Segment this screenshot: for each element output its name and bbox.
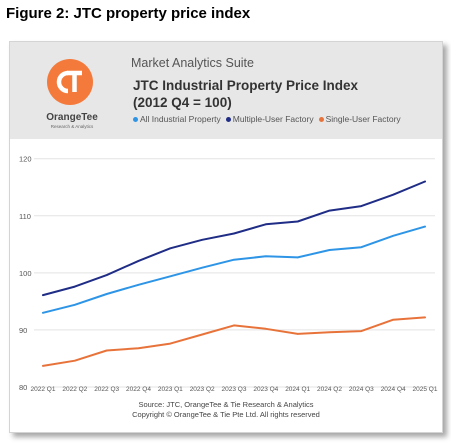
- series-1-point-3: [137, 260, 140, 262]
- chart-footer: Source: JTC, OrangeTee & Tie Research & …: [10, 400, 442, 420]
- x-tick-label-9: 2024 Q2: [317, 386, 342, 393]
- series-1-point-4: [169, 247, 172, 250]
- series-2-point-4: [169, 342, 172, 345]
- legend-item-0: All Industrial Property: [133, 114, 221, 124]
- series-0-point-2: [105, 293, 108, 295]
- legend-label-2: Single-User Factory: [325, 114, 401, 124]
- series-2-point-0: [42, 365, 44, 367]
- y-tick-label-2: 100: [19, 269, 32, 278]
- series-line-1: [42, 180, 426, 297]
- line-chart-plot: 80 90 100 110 120 2022 Q1 2022 Q2 2022 Q3 2022 Q…: [19, 155, 438, 393]
- series-line-0: [42, 225, 426, 314]
- y-tick-label-3: 110: [19, 212, 31, 221]
- legend-item-2: Single-User Factory: [318, 114, 401, 124]
- legend-marker-1: [225, 116, 231, 122]
- x-tick-label-5: 2023 Q2: [190, 386, 215, 393]
- series-2-point-12: [424, 316, 426, 319]
- series-0-point-1: [74, 304, 76, 306]
- x-tick-label-2: 2022 Q3: [94, 386, 119, 393]
- source-note: Source: JTC, OrangeTee & Tie Research & …: [138, 400, 314, 409]
- series-2-point-7: [265, 327, 267, 330]
- series-2-point-3: [137, 347, 140, 349]
- series-2-point-6: [233, 324, 235, 327]
- logo-brand-text: OrangeTee: [46, 112, 98, 123]
- legend-label-0: All Industrial Property: [140, 114, 221, 124]
- series-2-point-5: [201, 333, 203, 336]
- orangetee-logo-icon: [47, 59, 93, 105]
- series-1-point-6: [233, 232, 235, 235]
- y-tick-label-4: 120: [19, 155, 32, 164]
- figure-title: Figure 2: JTC property price index: [6, 5, 251, 22]
- series-0-point-12: [424, 225, 426, 228]
- series-2-point-10: [360, 330, 363, 332]
- series-0-point-0: [42, 312, 44, 314]
- x-tick-label-4: 2023 Q1: [158, 386, 183, 393]
- legend-marker-2: [318, 116, 324, 122]
- series-2-point-1: [74, 359, 76, 362]
- series-0-point-8: [296, 256, 299, 259]
- chart-title-line1: JTC Industrial Property Price Index: [133, 78, 359, 93]
- x-tick-label-3: 2022 Q4: [126, 386, 151, 393]
- series-1-point-2: [105, 274, 108, 276]
- chart-header: OrangeTee Research & Analytics Market An…: [10, 42, 442, 139]
- legend-marker-0: [133, 116, 138, 122]
- series-1-point-8: [296, 220, 299, 223]
- series-2-point-11: [392, 318, 394, 321]
- x-tick-label-0: 2022 Q1: [31, 386, 56, 393]
- chart-title-line2: (2012 Q4 = 100): [133, 95, 232, 110]
- x-tick-label-11: 2024 Q4: [381, 386, 406, 393]
- suite-name: Market Analytics Suite: [131, 56, 254, 70]
- series-1-point-0: [42, 294, 44, 296]
- series-1-point-5: [201, 238, 203, 241]
- series-0-point-6: [233, 258, 235, 261]
- y-tick-label-1: 90: [19, 326, 27, 335]
- series-1-point-1: [74, 285, 76, 288]
- legend-label-1: Multiple-User Factory: [232, 114, 314, 124]
- series-2-point-2: [105, 349, 108, 352]
- x-tick-label-7: 2023 Q4: [253, 386, 278, 393]
- logo-subtext: Research & Analytics: [50, 124, 94, 129]
- series-2-point-8: [296, 333, 299, 335]
- x-tick-label-12: 2025 Q1: [413, 386, 438, 393]
- series-1-point-12: [424, 180, 426, 183]
- chart-legend: All Industrial Property Multiple-User Fac…: [133, 114, 406, 124]
- chart-title: JTC Industrial Property Price Index (201…: [133, 77, 358, 111]
- series-0-point-10: [360, 246, 363, 248]
- series-1-point-9: [328, 209, 331, 212]
- series-0-point-4: [169, 275, 172, 278]
- x-tick-label-1: 2022 Q2: [62, 386, 87, 393]
- chart-card: OrangeTee Research & Analytics Market An…: [9, 41, 443, 433]
- series-1-point-11: [392, 193, 394, 196]
- y-tick-label-0: 80: [19, 383, 27, 392]
- series-0-point-7: [265, 255, 267, 258]
- series-0-point-11: [392, 234, 394, 237]
- series-1-point-7: [265, 223, 267, 226]
- copyright-note: Copyright © OrangeTee & Tie Pte Ltd. All…: [132, 410, 320, 419]
- x-tick-label-6: 2023 Q3: [222, 386, 247, 393]
- x-tick-label-10: 2024 Q3: [349, 386, 374, 393]
- series-1-point-10: [360, 205, 363, 207]
- series-0-point-3: [137, 284, 140, 286]
- series-0-point-9: [328, 249, 331, 251]
- x-tick-label-8: 2024 Q1: [285, 386, 310, 393]
- series-2-point-9: [328, 331, 331, 334]
- legend-item-1: Multiple-User Factory: [225, 114, 314, 124]
- series-0-point-5: [201, 266, 203, 269]
